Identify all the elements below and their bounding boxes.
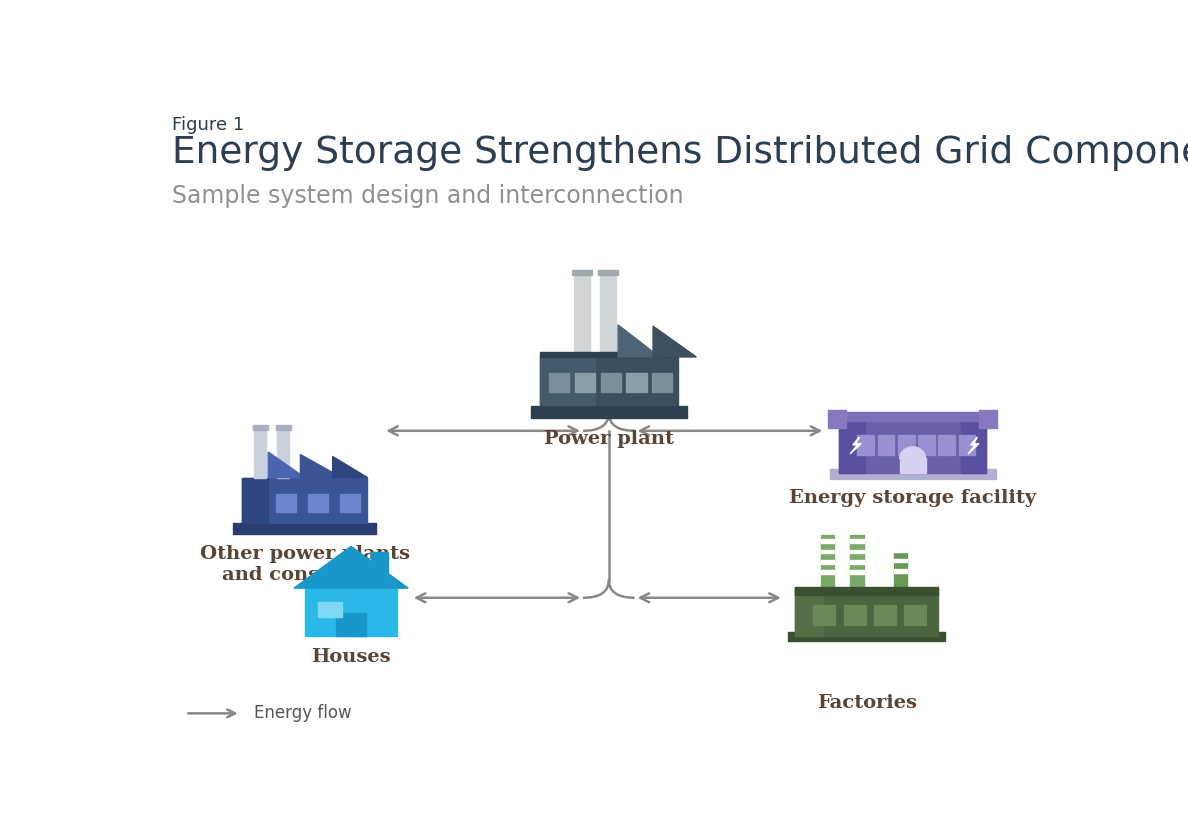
Bar: [851, 535, 864, 587]
Bar: [575, 373, 595, 392]
Polygon shape: [268, 452, 305, 478]
Bar: [821, 560, 834, 564]
Bar: [858, 435, 874, 455]
Bar: [573, 269, 593, 274]
Bar: [574, 274, 590, 352]
Text: Factories: Factories: [816, 694, 917, 712]
Bar: [340, 495, 360, 512]
Bar: [918, 435, 935, 455]
Bar: [242, 478, 268, 523]
Bar: [843, 605, 866, 625]
Bar: [305, 588, 397, 636]
Bar: [308, 495, 328, 512]
Bar: [839, 412, 986, 421]
Text: Energy flow: Energy flow: [254, 705, 352, 722]
Bar: [626, 373, 646, 392]
Bar: [829, 470, 996, 479]
Text: Houses: Houses: [311, 648, 391, 666]
Polygon shape: [653, 326, 696, 357]
Bar: [276, 425, 291, 430]
Bar: [895, 559, 908, 562]
Bar: [851, 570, 864, 574]
Bar: [979, 409, 998, 428]
Text: Sample system design and interconnection: Sample system design and interconnection: [171, 183, 683, 208]
Bar: [253, 425, 268, 430]
Bar: [874, 605, 896, 625]
Bar: [821, 535, 834, 587]
Bar: [839, 421, 986, 473]
Bar: [276, 495, 296, 512]
Bar: [899, 459, 925, 473]
Bar: [652, 373, 672, 392]
Bar: [851, 560, 864, 564]
Bar: [821, 570, 834, 574]
Text: Energy Storage Strengthens Distributed Grid Components: Energy Storage Strengthens Distributed G…: [171, 135, 1188, 172]
Bar: [601, 373, 621, 392]
Bar: [795, 587, 939, 595]
Text: Other power plants
and consumers: Other power plants and consumers: [200, 545, 410, 584]
Polygon shape: [618, 325, 659, 357]
Bar: [851, 540, 864, 543]
Text: Energy storage facility: Energy storage facility: [789, 489, 1036, 506]
Bar: [814, 605, 835, 625]
Bar: [959, 435, 975, 455]
Bar: [788, 632, 946, 641]
Bar: [600, 274, 617, 352]
Bar: [795, 588, 823, 636]
Polygon shape: [333, 456, 367, 478]
Bar: [539, 352, 678, 357]
Bar: [242, 478, 367, 523]
Bar: [598, 269, 618, 274]
Bar: [839, 421, 865, 473]
Polygon shape: [899, 447, 925, 459]
Text: Figure 1: Figure 1: [171, 116, 244, 134]
Bar: [318, 601, 342, 617]
Bar: [278, 430, 290, 478]
Bar: [851, 550, 864, 554]
Bar: [531, 406, 687, 418]
Bar: [939, 435, 955, 455]
Bar: [961, 421, 986, 473]
Bar: [254, 430, 266, 478]
Bar: [895, 569, 908, 573]
Bar: [898, 435, 915, 455]
Bar: [828, 409, 846, 428]
Polygon shape: [301, 455, 342, 478]
Bar: [878, 435, 895, 455]
Bar: [233, 523, 375, 534]
Bar: [895, 551, 908, 587]
Bar: [821, 540, 834, 543]
Bar: [549, 373, 569, 392]
Bar: [904, 605, 927, 625]
Bar: [895, 548, 908, 552]
Bar: [539, 357, 678, 405]
Bar: [336, 613, 366, 636]
Bar: [372, 552, 387, 576]
Bar: [821, 550, 834, 554]
Polygon shape: [851, 437, 861, 454]
Polygon shape: [293, 546, 409, 588]
Bar: [795, 588, 939, 636]
Polygon shape: [968, 437, 979, 454]
Text: Power plant: Power plant: [544, 430, 674, 448]
Bar: [539, 357, 595, 405]
